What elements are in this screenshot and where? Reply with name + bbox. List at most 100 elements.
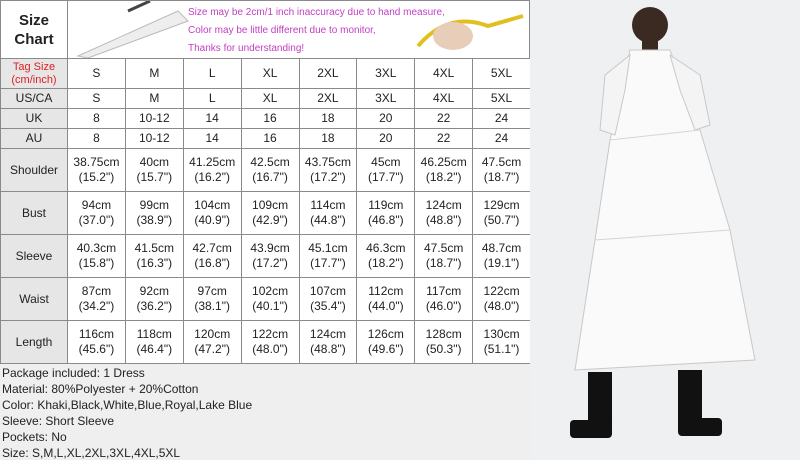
cm-value: 109cm [252,198,289,212]
cm-value: 43.75cm [304,155,351,169]
cm-value: 120cm [194,327,231,341]
detail-line: Color: Khaki,Black,White,Blue,Royal,Lake… [2,398,253,412]
measure-cell: 124cm (48.8") [414,191,474,235]
measure-cell: 126cm (49.6") [356,320,416,364]
measure-cell: 48.7cm (19.1") [472,234,531,278]
cm-value: 40.3cm [76,241,117,255]
size-cell: M [124,88,184,109]
measure-cell: 92cm (36.2") [124,277,184,321]
cm-value: 117cm [426,284,462,298]
row-label: Bust [0,191,68,235]
inch-value: (17.7") [310,256,346,270]
cm-value: 48.7cm [481,241,522,255]
cm-value: 41.5cm [134,241,174,255]
cm-value: 45cm [371,155,401,169]
cm-value: 116cm [78,327,114,341]
inch-value: (48.0") [483,299,520,313]
row-label: UK [0,108,68,129]
inch-value: (45.6") [78,342,115,356]
title-line: Size [18,11,49,29]
inch-value: (16.7") [252,170,288,184]
cm-value: 119cm [368,198,404,212]
inch-value: (46.8") [368,213,404,227]
column-header: XL [240,58,300,89]
column-header: M [124,58,184,89]
inch-value: (37.0") [78,213,115,227]
measure-cell: 120cm (47.2") [182,320,242,364]
row-label: Length [0,320,68,364]
size-cell: XL [240,88,300,109]
measure-cell: 130cm (51.1") [472,320,531,364]
inch-value: (17.2") [252,256,288,270]
cm-value: 43.9cm [250,241,290,255]
product-photo [530,0,800,460]
cm-value: 124cm [309,327,346,341]
inch-value: (18.7") [483,170,520,184]
size-cell: 24 [472,108,531,129]
size-cell: 16 [240,128,300,149]
measure-cell: 107cm (35.4") [298,277,358,321]
measure-cell: 41.25cm (16.2") [182,148,242,192]
size-cell: 3XL [356,88,416,109]
row-label: Sleeve [0,234,68,278]
measure-cell: 119cm (46.8") [356,191,416,235]
inch-value: (16.2") [194,170,230,184]
size-cell: 16 [240,108,300,129]
cm-value: 130cm [483,327,520,341]
measure-cell: 109cm (42.9") [240,191,300,235]
cm-value: 122cm [252,327,289,341]
size-cell: L [182,88,242,109]
cm-value: 41.25cm [189,155,236,169]
measure-cell: 40.3cm (15.8") [67,234,126,278]
measure-cell: 41.5cm (16.3") [124,234,184,278]
row-label: US/CA [0,88,68,109]
inch-value: (44.8") [310,213,346,227]
measure-cell: 42.7cm (16.8") [182,234,242,278]
cm-value: 45.1cm [308,241,348,255]
measure-cell: 116cm (45.6") [67,320,126,364]
measure-cell: 45cm (17.7") [356,148,416,192]
cm-value: 102cm [252,284,289,298]
cm-value: 87cm [81,284,112,298]
measure-cell: 112cm (44.0") [356,277,416,321]
inch-value: (48.8") [425,213,462,227]
cm-value: 42.7cm [192,241,232,255]
size-cell: 2XL [298,88,358,109]
measure-cell: 94cm (37.0") [67,191,126,235]
inch-value: (15.2") [78,170,115,184]
inch-value: (15.8") [78,256,115,270]
note: Size may be 2cm/1 inch inaccuracy due to… [188,7,445,18]
measure-cell: 40cm (15.7") [124,148,184,192]
detail-line: Sleeve: Short Sleeve [2,414,115,428]
inch-value: (51.1") [483,342,520,356]
size-cell: 18 [298,128,358,149]
size-cell: 20 [356,128,416,149]
inch-value: (36.2") [136,299,173,313]
measure-cell: 38.75cm (15.2") [67,148,126,192]
measure-cell: 47.5cm (18.7") [414,234,474,278]
size-cell: 10-12 [124,128,184,149]
column-header: S [67,58,126,89]
inch-value: (38.9") [136,213,173,227]
detail-line: Material: 80%Polyester + 20%Cotton [2,382,199,396]
measure-cell: 104cm (40.9") [182,191,242,235]
size-cell: 22 [414,108,474,129]
size-chart-title: Size Chart [0,0,68,59]
inch-value: (42.9") [252,213,288,227]
measure-cell: 129cm (50.7") [472,191,531,235]
size-cell: 5XL [472,88,531,109]
size-cell: 22 [414,128,474,149]
note: Thanks for understanding! [188,43,305,54]
measure-cell: 128cm (50.3") [414,320,474,364]
measure-cell: 117cm (46.0") [414,277,474,321]
row-label: Shoulder [0,148,68,192]
inch-value: (50.7") [483,213,520,227]
measure-cell: 45.1cm (17.7") [298,234,358,278]
row-label: AU [0,128,68,149]
ruler [76,10,189,59]
measure-cell: 47.5cm (18.7") [472,148,531,192]
inch-value: (18.2") [425,170,462,184]
title-line: Chart [14,30,54,48]
detail-line: Pockets: No [2,430,67,444]
